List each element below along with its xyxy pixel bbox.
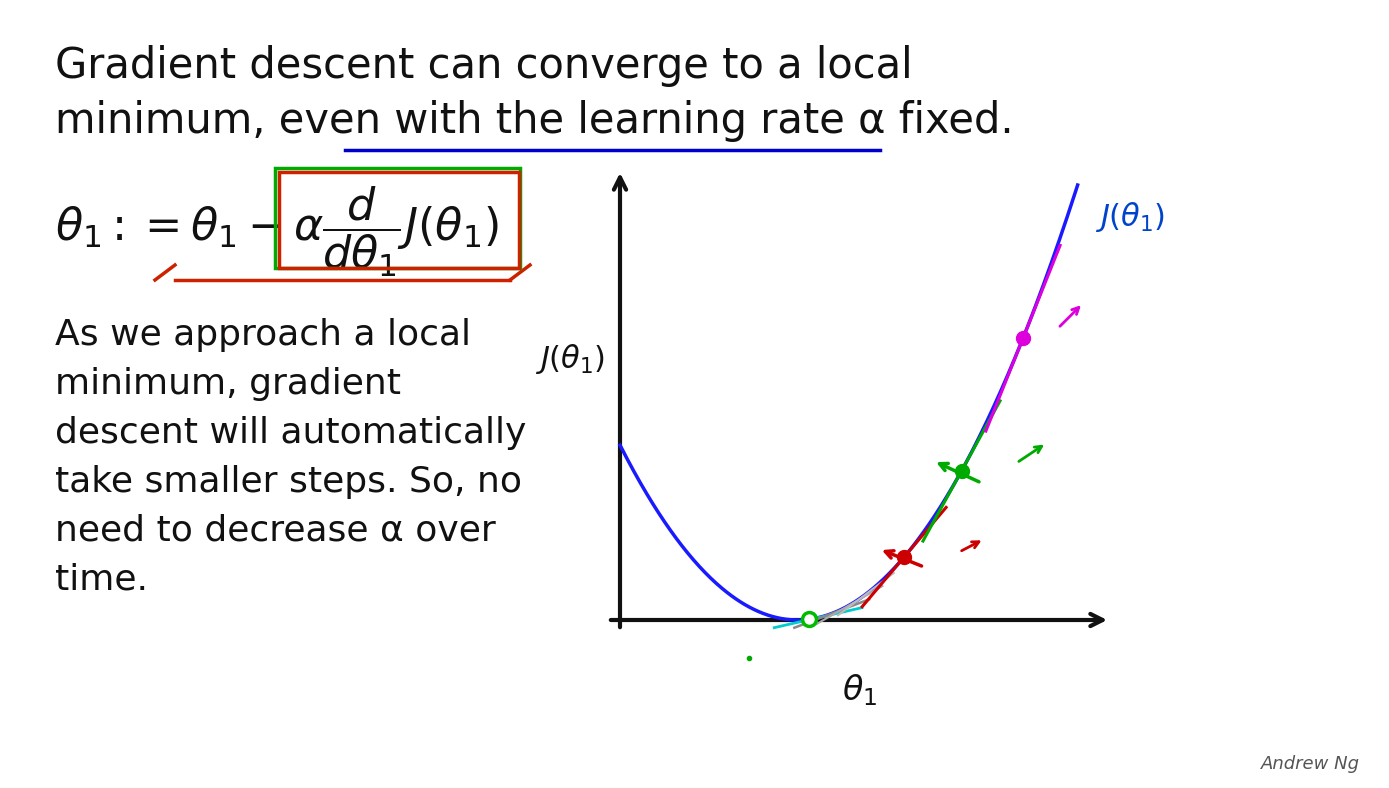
Text: Gradient descent can converge to a local: Gradient descent can converge to a local bbox=[56, 45, 913, 87]
Text: $\mathit{J}(\theta_1)$: $\mathit{J}(\theta_1)$ bbox=[1095, 200, 1165, 234]
Bar bbox=[275, 168, 519, 268]
Text: $\theta_1$: $\theta_1$ bbox=[842, 672, 876, 708]
Bar bbox=[279, 172, 519, 268]
Text: minimum, even with the learning rate α fixed.: minimum, even with the learning rate α f… bbox=[56, 100, 1014, 142]
Text: $J(\theta_1)$: $J(\theta_1)$ bbox=[535, 342, 606, 376]
Text: As we approach a local
minimum, gradient
descent will automatically
take smaller: As we approach a local minimum, gradient… bbox=[56, 318, 526, 597]
Text: Andrew Ng: Andrew Ng bbox=[1261, 755, 1360, 773]
Text: $\theta_1 := \theta_1 - \alpha\dfrac{d}{d\theta_1}J(\theta_1)$: $\theta_1 := \theta_1 - \alpha\dfrac{d}{… bbox=[56, 185, 499, 279]
